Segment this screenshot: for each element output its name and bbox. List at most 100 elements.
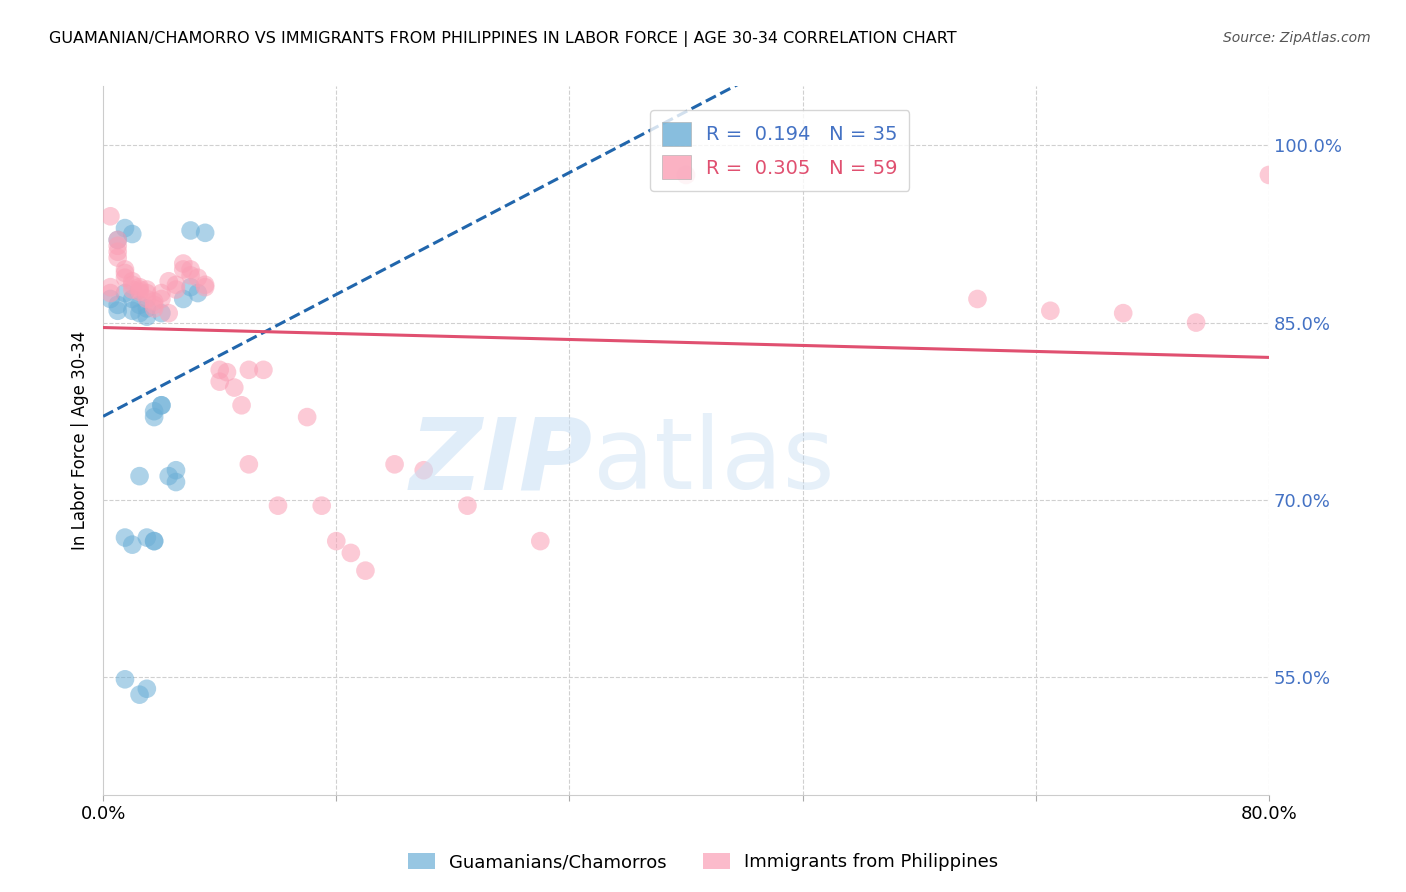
Point	[150, 306, 173, 320]
Point	[128, 283, 150, 297]
Point	[412, 463, 434, 477]
Point	[354, 564, 377, 578]
Point	[143, 410, 166, 425]
Point	[143, 534, 166, 549]
Point	[121, 274, 143, 288]
Point	[121, 292, 143, 306]
Point	[121, 283, 143, 297]
Point	[208, 363, 231, 377]
Point	[208, 375, 231, 389]
Point	[1185, 316, 1208, 330]
Point	[231, 398, 253, 412]
Point	[1039, 303, 1062, 318]
Point	[143, 294, 166, 309]
Point	[194, 277, 217, 292]
Point	[128, 469, 150, 483]
Point	[1258, 168, 1281, 182]
Point	[128, 285, 150, 299]
Point	[143, 534, 166, 549]
Point	[121, 303, 143, 318]
Point	[143, 298, 166, 312]
Point	[187, 270, 209, 285]
Point	[150, 292, 173, 306]
Point	[194, 280, 217, 294]
Point	[100, 280, 122, 294]
Point	[107, 239, 129, 253]
Point	[165, 283, 187, 297]
Point	[100, 286, 122, 301]
Point	[114, 286, 136, 301]
Point	[340, 546, 363, 560]
Point	[172, 292, 194, 306]
Point	[172, 256, 194, 270]
Point	[165, 277, 187, 292]
Point	[267, 499, 290, 513]
Point	[114, 262, 136, 277]
Point	[157, 306, 180, 320]
Point	[180, 280, 202, 294]
Point	[128, 306, 150, 320]
Point	[311, 499, 333, 513]
Point	[107, 303, 129, 318]
Point	[165, 475, 187, 489]
Point	[107, 233, 129, 247]
Point	[107, 244, 129, 259]
Point	[135, 283, 157, 297]
Point	[143, 301, 166, 316]
Point	[456, 499, 478, 513]
Point	[121, 277, 143, 292]
Point	[194, 226, 217, 240]
Point	[157, 274, 180, 288]
Legend: R =  0.194   N = 35, R =  0.305   N = 59: R = 0.194 N = 35, R = 0.305 N = 59	[650, 111, 910, 191]
Point	[215, 365, 238, 379]
Point	[165, 463, 187, 477]
Point	[128, 298, 150, 312]
Point	[135, 286, 157, 301]
Point	[150, 398, 173, 412]
Point	[180, 223, 202, 237]
Point	[135, 292, 157, 306]
Point	[107, 298, 129, 312]
Point	[150, 286, 173, 301]
Point	[325, 534, 347, 549]
Point	[128, 688, 150, 702]
Point	[121, 227, 143, 241]
Point	[675, 168, 697, 182]
Y-axis label: In Labor Force | Age 30-34: In Labor Force | Age 30-34	[72, 331, 89, 550]
Point	[121, 538, 143, 552]
Point	[114, 270, 136, 285]
Point	[384, 458, 406, 472]
Point	[135, 531, 157, 545]
Point	[100, 292, 122, 306]
Point	[172, 262, 194, 277]
Point	[238, 363, 260, 377]
Point	[224, 380, 246, 394]
Text: atlas: atlas	[593, 414, 834, 510]
Point	[114, 531, 136, 545]
Point	[157, 469, 180, 483]
Point	[107, 251, 129, 265]
Text: ZIP: ZIP	[409, 414, 593, 510]
Point	[238, 458, 260, 472]
Point	[966, 292, 988, 306]
Point	[187, 286, 209, 301]
Point	[180, 268, 202, 283]
Point	[529, 534, 551, 549]
Point	[114, 266, 136, 280]
Point	[128, 280, 150, 294]
Point	[1112, 306, 1135, 320]
Point	[100, 209, 122, 223]
Text: GUAMANIAN/CHAMORRO VS IMMIGRANTS FROM PHILIPPINES IN LABOR FORCE | AGE 30-34 COR: GUAMANIAN/CHAMORRO VS IMMIGRANTS FROM PH…	[49, 31, 957, 47]
Point	[135, 681, 157, 696]
Point	[252, 363, 274, 377]
Point	[135, 310, 157, 324]
Point	[143, 404, 166, 418]
Point	[114, 673, 136, 687]
Point	[150, 398, 173, 412]
Legend: Guamanians/Chamorros, Immigrants from Philippines: Guamanians/Chamorros, Immigrants from Ph…	[401, 846, 1005, 879]
Point	[295, 410, 318, 425]
Text: Source: ZipAtlas.com: Source: ZipAtlas.com	[1223, 31, 1371, 45]
Point	[135, 301, 157, 316]
Point	[180, 262, 202, 277]
Point	[114, 221, 136, 235]
